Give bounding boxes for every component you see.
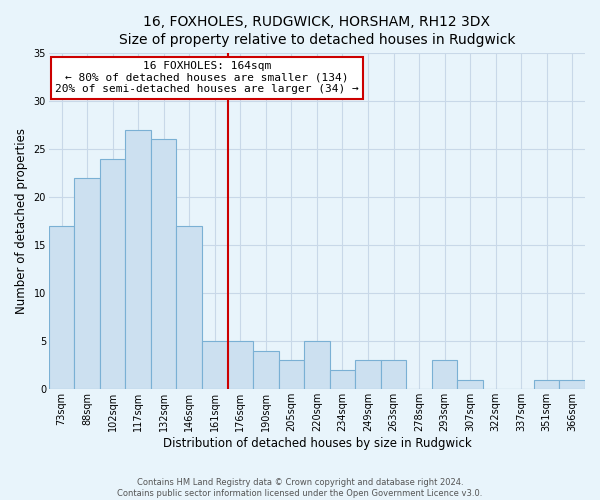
Bar — [100, 158, 125, 390]
X-axis label: Distribution of detached houses by size in Rudgwick: Distribution of detached houses by size … — [163, 437, 471, 450]
Bar — [202, 341, 227, 390]
Bar — [227, 341, 253, 390]
Bar — [381, 360, 406, 390]
Text: 16 FOXHOLES: 164sqm
← 80% of detached houses are smaller (134)
20% of semi-detac: 16 FOXHOLES: 164sqm ← 80% of detached ho… — [55, 61, 359, 94]
Bar — [49, 226, 74, 390]
Bar — [74, 178, 100, 390]
Text: Contains HM Land Registry data © Crown copyright and database right 2024.
Contai: Contains HM Land Registry data © Crown c… — [118, 478, 482, 498]
Bar — [432, 360, 457, 390]
Bar — [355, 360, 381, 390]
Title: 16, FOXHOLES, RUDGWICK, HORSHAM, RH12 3DX
Size of property relative to detached : 16, FOXHOLES, RUDGWICK, HORSHAM, RH12 3D… — [119, 15, 515, 48]
Bar — [534, 380, 559, 390]
Bar — [125, 130, 151, 390]
Bar — [329, 370, 355, 390]
Bar — [278, 360, 304, 390]
Bar — [559, 380, 585, 390]
Bar — [457, 380, 483, 390]
Bar — [151, 140, 176, 390]
Bar — [304, 341, 329, 390]
Bar — [253, 351, 278, 390]
Bar — [176, 226, 202, 390]
Y-axis label: Number of detached properties: Number of detached properties — [15, 128, 28, 314]
